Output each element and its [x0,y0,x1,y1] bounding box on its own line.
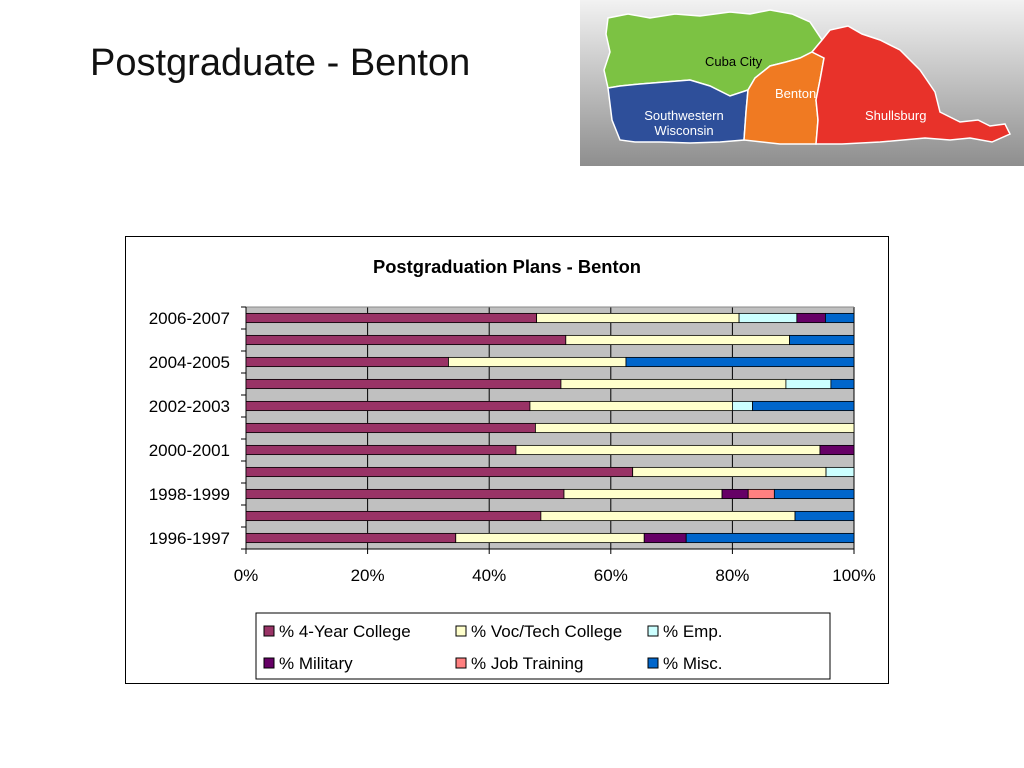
chart-title: Postgraduation Plans - Benton [373,257,641,277]
bar-segment [515,444,821,456]
bar-segment [789,334,855,346]
x-tick-label: 40% [472,566,506,585]
bar-segment [245,488,565,500]
legend-swatch [647,625,659,637]
district-map-image: Cuba City Benton Shullsburg Southwestern… [580,0,1024,166]
x-tick-label: 20% [351,566,385,585]
bar-segment [245,312,538,324]
bar-segment [738,312,798,324]
map-label-southwestern: Southwestern [644,108,724,123]
bar-segment [796,312,826,324]
bar-segment [732,400,753,412]
bar-segment [245,466,634,478]
bar-segment [245,334,567,346]
bar-segment [685,532,855,544]
bar-segment [563,488,723,500]
legend-label: % 4-Year College [279,622,411,641]
y-tick-label: 1996-1997 [149,529,230,548]
map-label-benton: Benton [775,86,816,101]
bar-segment [825,466,855,478]
y-tick-label: 2002-2003 [149,397,230,416]
bar-segment [625,356,855,368]
y-tick-label: 2004-2005 [149,353,230,372]
bar-segment [540,510,796,522]
x-tick-label: 100% [832,566,875,585]
legend-swatch [647,657,659,669]
x-tick-label: 80% [715,566,749,585]
x-tick-label: 0% [234,566,259,585]
bar-segment [536,312,740,324]
bar-segment [785,378,832,390]
y-tick-label: 2000-2001 [149,441,230,460]
map-label-shullsburg: Shullsburg [865,108,926,123]
bar-segment [529,400,733,412]
legend-swatch [263,657,275,669]
legend-label: % Job Training [471,654,583,673]
bar-segment [794,510,855,522]
y-tick-label: 2006-2007 [149,309,230,328]
bar-segment [565,334,790,346]
bar-segment [455,532,645,544]
legend-label: % Military [279,654,353,673]
bar-segment [245,378,562,390]
legend-swatch [455,657,467,669]
bar-segment [830,378,855,390]
legend-box [255,612,831,680]
page-title: Postgraduate - Benton [90,42,471,84]
bar-segment [245,532,457,544]
chart-frame: Postgraduation Plans - Benton 0% 20% 40% 60… [125,236,889,684]
legend-swatch [263,625,275,637]
bar-segment [245,444,517,456]
x-tick-label: 60% [594,566,628,585]
bar-segment [245,422,536,434]
bar-segment [825,312,855,324]
stacked-bar-chart: Postgraduation Plans - Benton 0% 20% 40% 60… [149,257,876,680]
bar-segment [535,422,855,434]
y-tick-label: 1998-1999 [149,485,230,504]
bar-segment [245,400,531,412]
bar-segment [448,356,627,368]
legend-label: % Voc/Tech College [471,622,622,641]
map-label-cuba-city: Cuba City [705,54,763,69]
bar-segment [819,444,855,456]
bar-segment [643,532,687,544]
bar-segment [245,356,449,368]
map-label-wisconsin: Wisconsin [654,123,713,138]
bar-segment [752,400,855,412]
legend-label: % Misc. [663,654,723,673]
legend-label: % Emp. [663,622,723,641]
legend-swatch [455,625,467,637]
bar-segment [747,488,775,500]
map-region-shullsburg [810,25,1012,145]
bar-segment [560,378,787,390]
bar-segment [632,466,827,478]
bar-segment [721,488,749,500]
bar-segment [245,510,542,522]
bar-segment [773,488,855,500]
